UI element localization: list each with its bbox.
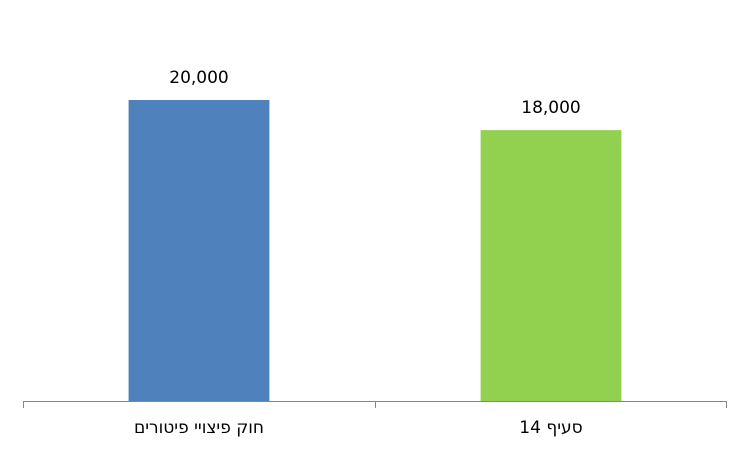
x-tick-label: סעיף 14 [519, 418, 582, 438]
value-label: 18,000 [521, 98, 580, 118]
bar [480, 130, 622, 401]
value-label: 20,000 [169, 68, 228, 88]
bar [128, 100, 270, 401]
x-tick-label: חוק פיצויי פיטורים [134, 418, 264, 438]
